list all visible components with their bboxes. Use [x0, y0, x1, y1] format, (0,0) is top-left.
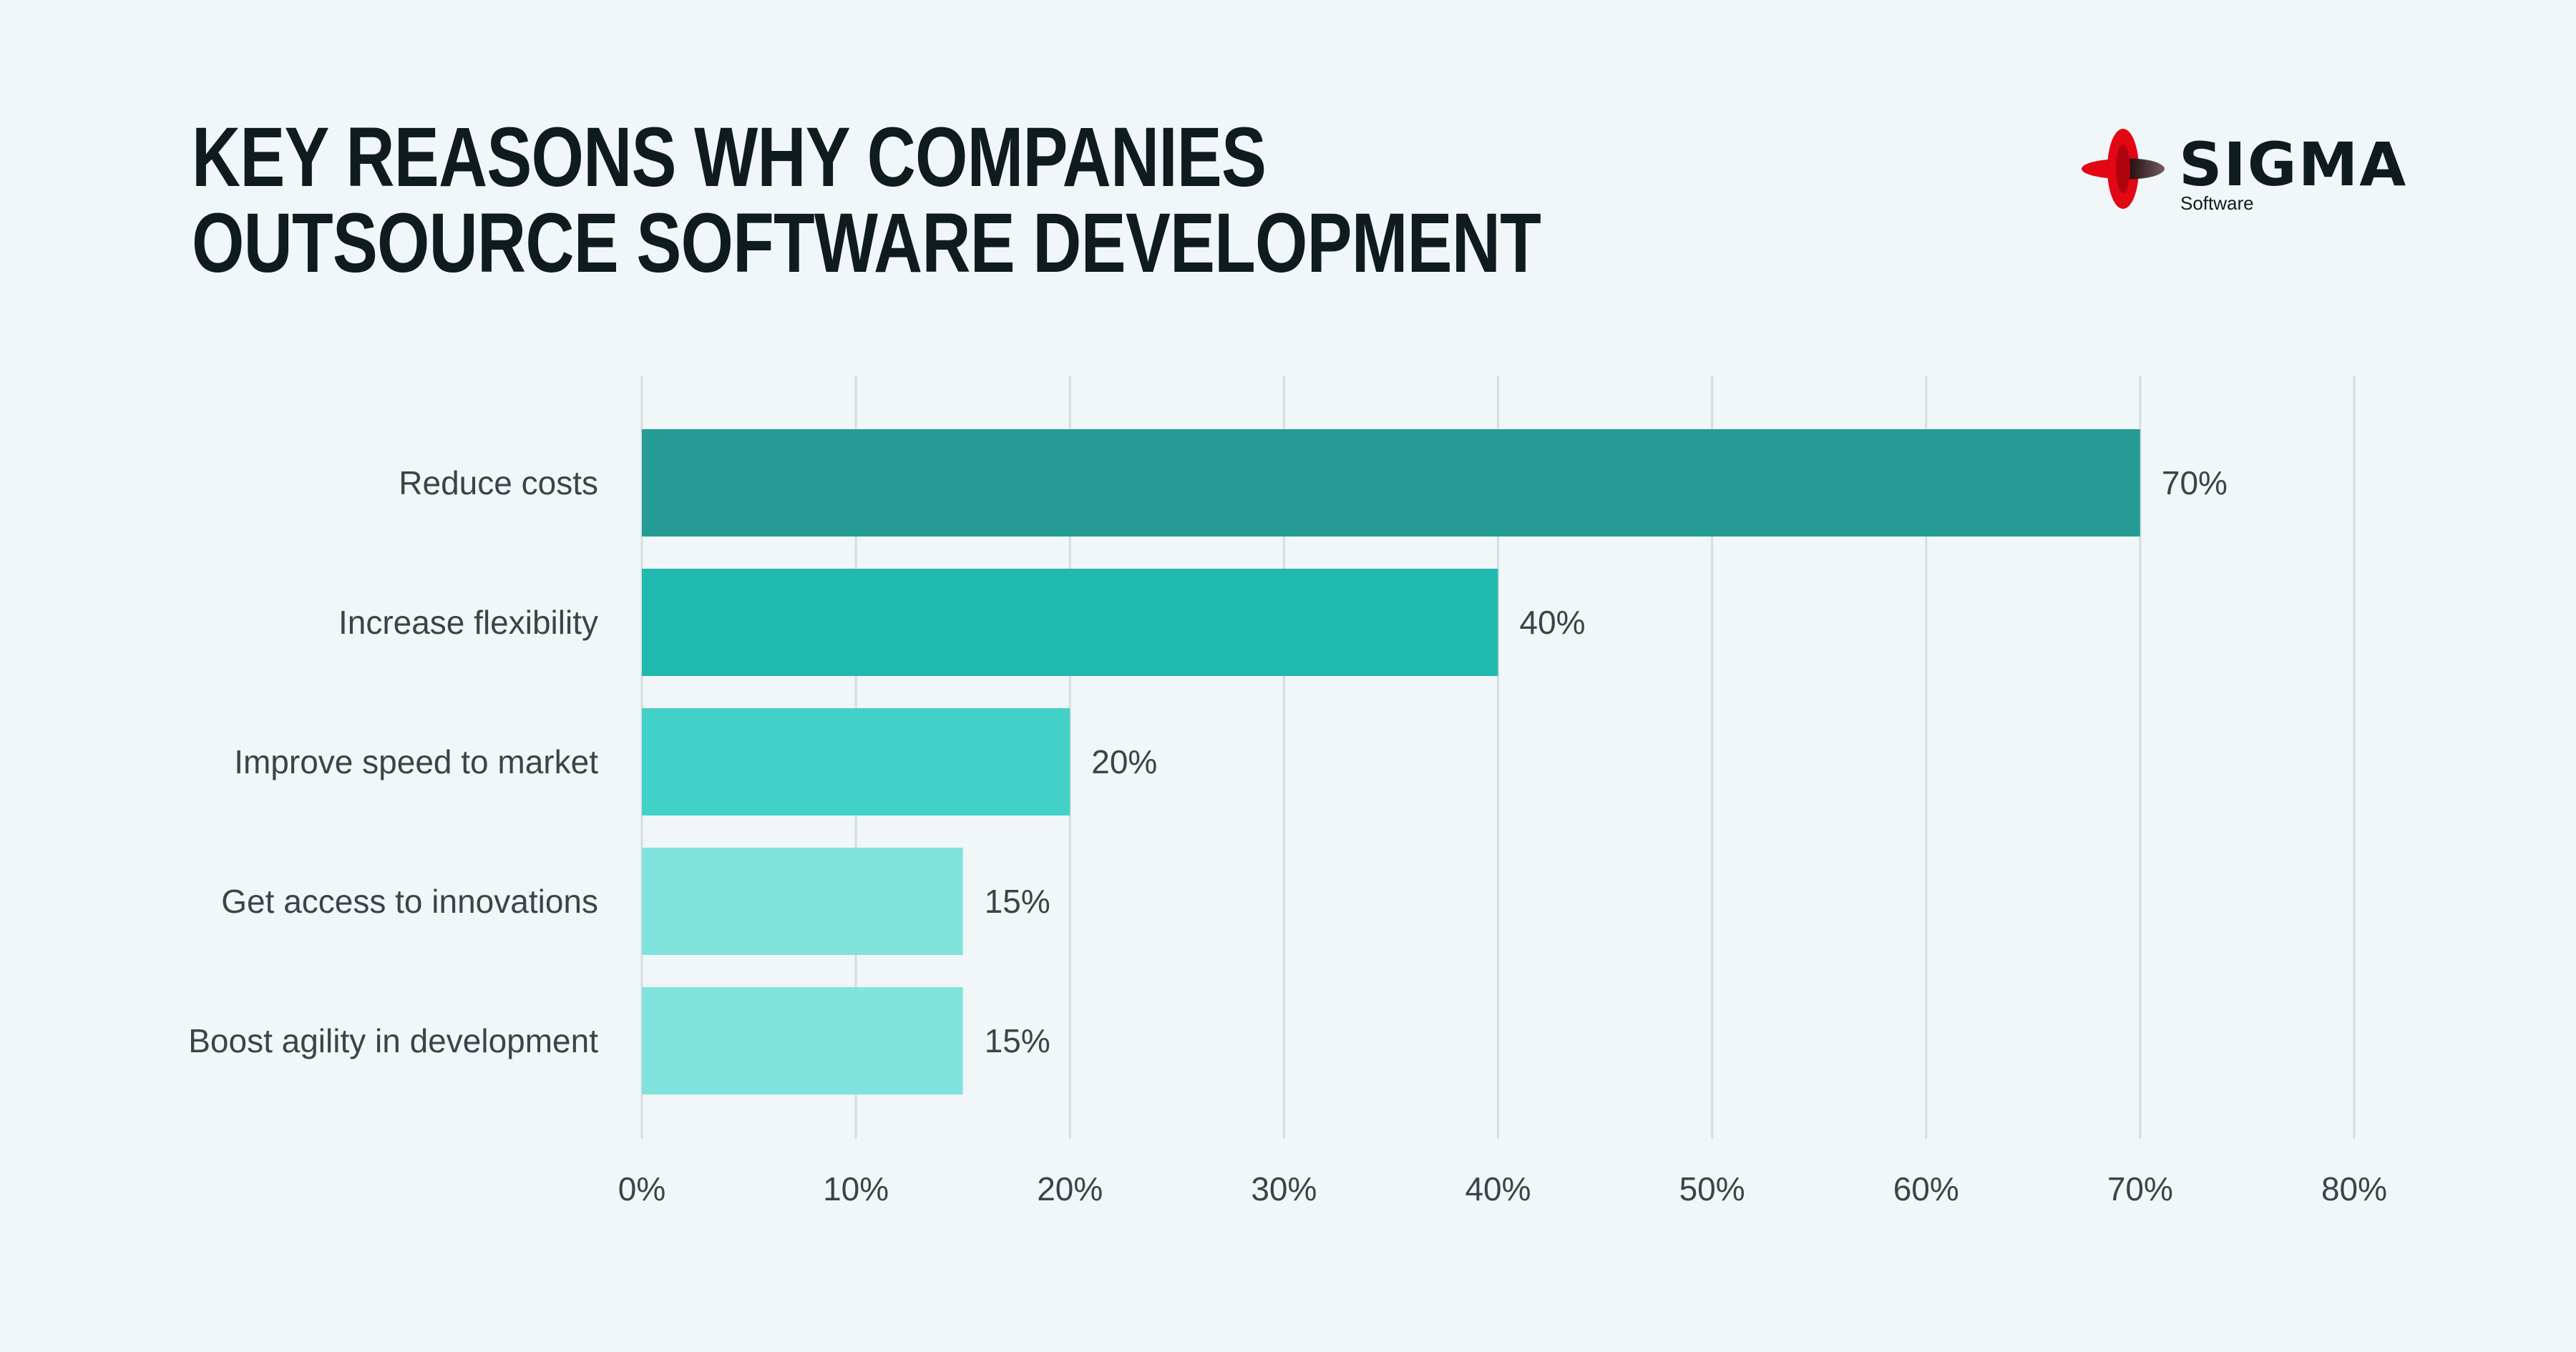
value-label: 40% [1520, 604, 1586, 641]
value-label: 15% [985, 883, 1050, 920]
x-tick-label: 10% [823, 1170, 889, 1208]
value-label: 70% [2162, 464, 2228, 501]
x-tick-label: 80% [2321, 1170, 2387, 1208]
x-tick-label: 70% [2107, 1170, 2173, 1208]
value-label: 20% [1091, 743, 1157, 780]
category-label: Reduce costs [399, 464, 598, 501]
bar-0 [642, 429, 2140, 537]
x-tick-label: 60% [1893, 1170, 1959, 1208]
x-tick-label: 0% [618, 1170, 665, 1208]
x-tick-label: 40% [1465, 1170, 1531, 1208]
value-label: 15% [985, 1022, 1050, 1059]
logo-subtitle: Software [2180, 192, 2254, 214]
category-labels: Reduce costs Increase flexibility Improve … [188, 464, 598, 1059]
x-axis-ticks: 0% 10% 20% 30% 40% 50% 60% 70% 80% [618, 1170, 2387, 1208]
logo-wordmark: SIGMA [2179, 129, 2408, 200]
bar-4 [642, 987, 963, 1094]
value-labels: 70% 40% 20% 15% 15% [985, 464, 2228, 1059]
title-line-1: KEY REASONS WHY COMPANIES [192, 110, 1267, 205]
title-line-2: OUTSOURCE SOFTWARE DEVELOPMENT [192, 196, 1541, 290]
sigma-software-logo: SIGMA Software [2079, 122, 2406, 222]
bar-1 [642, 569, 1498, 676]
bar-3 [642, 848, 963, 955]
bar-2 [642, 708, 1070, 815]
category-label: Improve speed to market [234, 743, 598, 780]
category-label: Get access to innovations [221, 883, 598, 920]
x-tick-label: 20% [1037, 1170, 1103, 1208]
page-title: KEY REASONS WHY COMPANIES OUTSOURCE SOFT… [192, 114, 1541, 286]
category-label: Increase flexibility [338, 604, 598, 641]
bars [642, 429, 2140, 1094]
x-tick-label: 30% [1251, 1170, 1317, 1208]
category-label: Boost agility in development [188, 1022, 598, 1059]
sigma-orbit-icon [2082, 129, 2165, 209]
x-tick-label: 50% [1679, 1170, 1745, 1208]
